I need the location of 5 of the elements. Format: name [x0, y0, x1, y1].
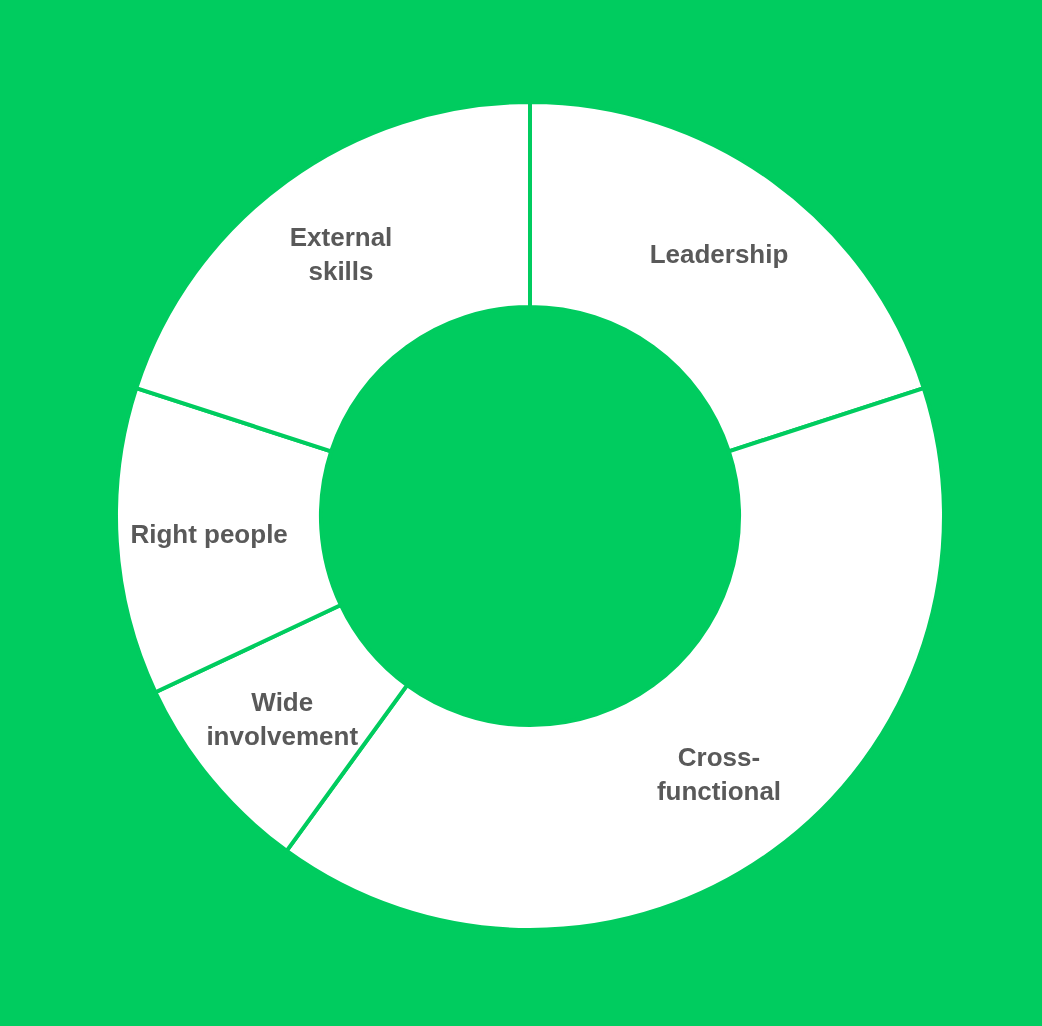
slice-label: Leadership — [649, 239, 789, 270]
slice-label: Cross- functional — [656, 742, 782, 807]
slice-label: Right people — [130, 519, 288, 550]
slice-label: Wide involvement — [206, 687, 359, 752]
slice-label: External skills — [289, 222, 393, 287]
